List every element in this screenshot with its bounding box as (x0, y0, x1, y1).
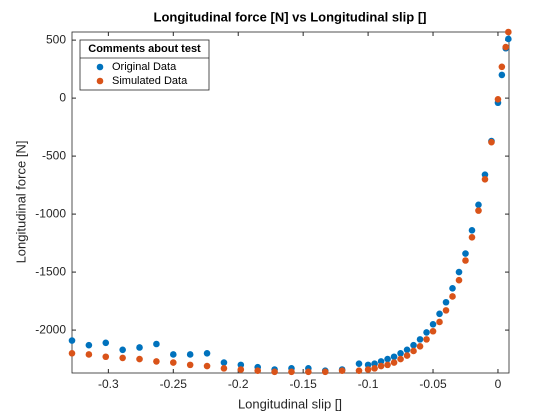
data-point (390, 353, 398, 361)
data-point (364, 361, 372, 369)
data-point (436, 318, 443, 326)
data-point (481, 176, 489, 183)
data-point (475, 201, 482, 209)
data-point (203, 349, 211, 357)
data-point (85, 341, 93, 349)
data-point (186, 361, 194, 369)
data-point (442, 298, 450, 306)
data-point (455, 268, 463, 276)
data-point (416, 343, 424, 350)
data-point (423, 336, 430, 343)
data-point (305, 368, 312, 376)
data-point (102, 353, 110, 361)
data-point (502, 43, 510, 51)
data-point (442, 307, 450, 314)
data-point (498, 63, 506, 71)
legend-label: Simulated Data (112, 75, 188, 87)
x-axis-label: Longitudinal slip [] (238, 396, 342, 411)
data-point (505, 35, 512, 43)
data-point (468, 227, 476, 234)
x-tick-label: -0.15 (289, 377, 317, 391)
data-point (254, 367, 262, 374)
data-point (68, 349, 76, 357)
data-point (429, 320, 437, 328)
data-point (355, 360, 363, 368)
data-point (364, 366, 372, 373)
data-point (153, 340, 160, 348)
data-point (338, 367, 346, 374)
data-point (321, 368, 329, 376)
data-point (271, 368, 278, 376)
data-point (203, 362, 211, 370)
data-point (429, 327, 437, 335)
data-point (169, 351, 177, 358)
data-point (488, 138, 495, 146)
data-point (371, 360, 378, 368)
data-point (85, 351, 93, 358)
y-tick-label: -1500 (35, 264, 66, 278)
data-point (449, 293, 456, 300)
data-point (416, 336, 424, 343)
data-point (468, 233, 476, 241)
data-point (449, 285, 456, 292)
data-point (68, 337, 76, 344)
data-point (288, 368, 295, 376)
data-point (119, 354, 126, 362)
legend-marker (96, 77, 104, 85)
data-point (102, 339, 110, 347)
data-point (462, 250, 469, 257)
x-tick-label: -0.3 (98, 377, 119, 391)
y-tick-label: -500 (42, 148, 66, 162)
data-point (403, 346, 411, 354)
data-point (498, 71, 506, 79)
data-point (423, 329, 430, 336)
data-point (220, 359, 228, 366)
data-point (494, 95, 502, 103)
data-point (475, 207, 482, 214)
data-point (384, 361, 391, 369)
y-tick-label: 500 (46, 32, 66, 46)
x-tick-label: 0 (495, 377, 502, 391)
data-point (153, 358, 160, 365)
data-point (169, 359, 177, 366)
y-axis-label: Longitudinal force [N] (13, 141, 28, 264)
x-tick-label: -0.2 (228, 377, 249, 391)
data-point (410, 347, 417, 355)
x-tick-label: -0.25 (160, 377, 188, 391)
y-tick-label: 0 (59, 90, 66, 104)
data-point (377, 362, 385, 370)
data-point (390, 359, 398, 366)
data-point (481, 171, 489, 178)
data-point (455, 276, 463, 284)
data-point (136, 344, 143, 351)
y-tick-label: -2000 (35, 322, 66, 336)
y-tick-label: -1000 (35, 206, 66, 220)
data-point (397, 349, 404, 357)
x-tick-label: -0.1 (358, 377, 379, 391)
data-point (410, 341, 417, 349)
chart-title: Longitudinal force [N] vs Longitudinal s… (154, 9, 427, 24)
data-point (136, 355, 143, 363)
data-point (355, 367, 363, 374)
data-point (119, 346, 126, 354)
data-point (186, 351, 194, 358)
data-point (462, 257, 469, 264)
data-point (384, 355, 391, 363)
legend-title: Comments about test (88, 43, 201, 55)
legend-label: Original Data (112, 61, 177, 73)
data-point (436, 310, 443, 318)
data-point (237, 366, 245, 373)
legend-marker (96, 63, 104, 71)
data-point (371, 365, 378, 372)
data-point (220, 365, 228, 372)
data-point (403, 352, 411, 359)
data-point (237, 361, 245, 369)
data-point (505, 28, 512, 36)
x-tick-label: -0.05 (419, 377, 447, 391)
data-point (397, 355, 404, 363)
data-point (377, 358, 385, 365)
